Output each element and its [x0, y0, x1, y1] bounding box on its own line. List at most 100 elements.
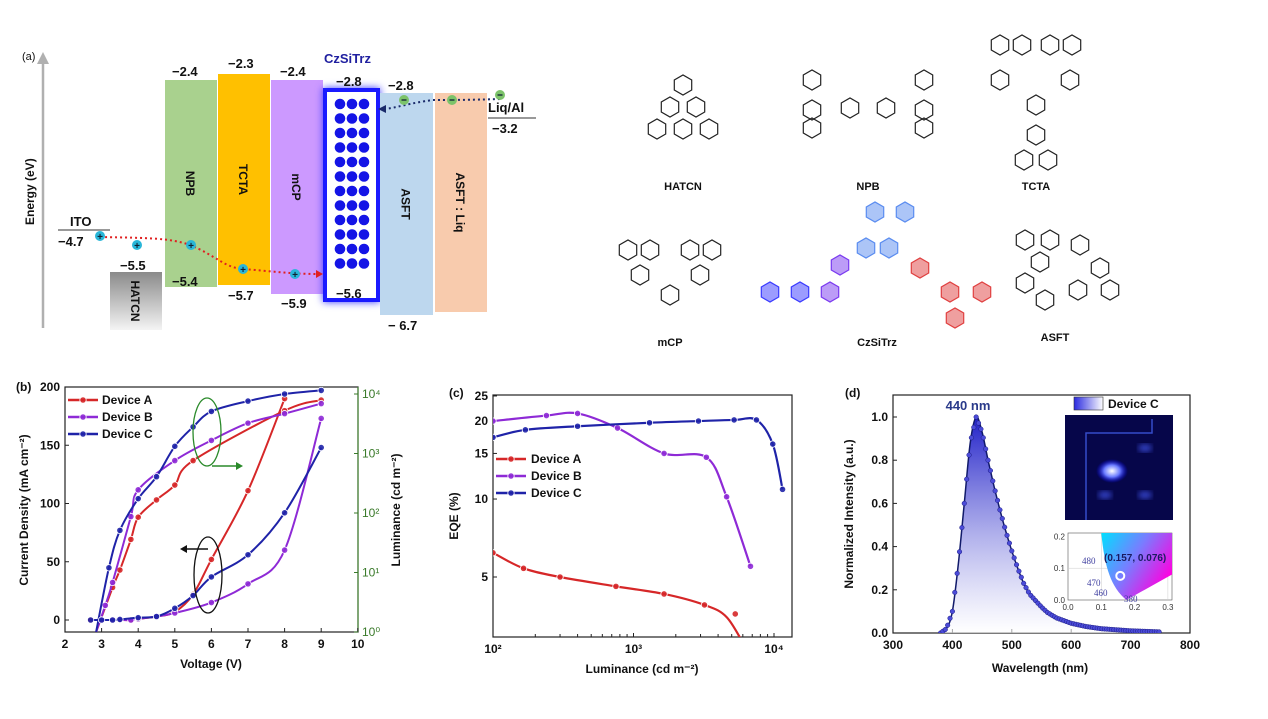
luminance-indicator-ellipse — [192, 397, 222, 467]
benzene-ring-icon — [830, 254, 850, 276]
x-tick-label: 300 — [883, 638, 903, 652]
lumo-level: −2.3 — [228, 56, 254, 71]
cathode-name: Liq/Al — [488, 100, 524, 115]
data-point — [317, 414, 325, 423]
data-point — [968, 435, 974, 441]
y-tick-label: 100 — [40, 497, 60, 511]
emitter-molecule-dot — [358, 229, 370, 240]
data-point — [207, 407, 215, 415]
data-point — [1014, 562, 1020, 568]
x-tick-label: 3 — [98, 637, 105, 651]
data-point — [127, 535, 135, 544]
arrow-left-icon — [378, 105, 386, 113]
data-point — [694, 417, 703, 425]
legend-label: Device A — [531, 452, 582, 466]
y2-tick-label: 10⁴ — [362, 387, 381, 401]
y-tick-label: 10 — [475, 492, 489, 506]
y-tick-label: 0.6 — [871, 496, 888, 510]
x-tick-label: 9 — [318, 637, 325, 651]
data-point — [171, 456, 179, 465]
y-axis-label: Normalized Intensity (a.u.) — [842, 439, 856, 588]
x-tick-label: 400 — [942, 638, 962, 652]
homo-level: −5.5 — [120, 258, 146, 273]
emitter-molecule-dot — [358, 98, 370, 110]
data-point — [207, 555, 215, 564]
data-point — [189, 456, 197, 465]
y-tick-label: 0 — [53, 613, 60, 627]
benzene-ring-icon — [990, 69, 1010, 91]
plus-sign: + — [240, 265, 246, 276]
benzene-ring-icon — [840, 97, 860, 119]
data-point — [999, 515, 1005, 522]
x-tick-label: 6 — [208, 637, 215, 651]
cie-inset: (0.157, 0.076) 0.0 0.1 0.2 0.3 0.0 0.1 0.2 480 47… — [1054, 532, 1174, 612]
data-point — [746, 562, 755, 570]
cie-wavelength-label: 380 — [1124, 594, 1138, 604]
legend-label: Device C — [1108, 397, 1159, 411]
data-point — [1023, 585, 1029, 591]
layer-1 — [165, 80, 217, 287]
benzene-ring-icon — [914, 117, 934, 139]
plot-area — [493, 409, 787, 637]
molecular-structures: HATCN NPB TCTA mCP CzSiTrz ASFT — [618, 34, 1120, 349]
data-point — [134, 614, 142, 622]
data-point — [244, 551, 252, 559]
data-point — [1016, 568, 1022, 574]
emitter-molecule-dot — [334, 171, 346, 182]
y-tick-label: 0.8 — [871, 453, 888, 467]
layer-5 — [380, 93, 433, 315]
emitter-molecule-dot — [346, 214, 358, 226]
x-tick-label: 10 — [351, 637, 365, 651]
plot-area — [937, 414, 1162, 633]
luminance-line-1 — [95, 402, 322, 632]
data-point — [956, 549, 963, 555]
x-tick-label: 7 — [245, 637, 252, 651]
benzene-ring-icon — [865, 201, 885, 223]
plus-sign: + — [134, 241, 140, 252]
data-point — [1025, 589, 1031, 595]
data-point — [493, 417, 497, 425]
emitter-molecule-dot — [346, 258, 358, 269]
emitter-molecule-dot — [358, 258, 370, 269]
data-point — [952, 589, 958, 595]
benzene-ring-icon — [680, 239, 700, 261]
emitter-title: CzSiTrz — [324, 51, 371, 66]
layer-hatcn — [110, 272, 162, 330]
hole-icon — [95, 231, 105, 241]
y-tick-label: 50 — [47, 555, 61, 569]
cie-x-tick: 0.1 — [1096, 603, 1108, 612]
molecule-label: TCTA — [1022, 181, 1051, 193]
x-tick-label: 10² — [484, 642, 501, 656]
data-point — [207, 573, 215, 581]
benzene-ring-icon — [802, 69, 822, 91]
legend-label: Device B — [531, 469, 582, 483]
data-point — [959, 525, 965, 531]
emitter-molecule-dot — [334, 185, 346, 197]
x-tick-label: 8 — [281, 637, 288, 651]
data-point — [542, 411, 551, 420]
benzene-ring-icon — [690, 264, 710, 286]
data-point — [171, 604, 179, 612]
data-point — [556, 573, 564, 581]
data-point — [79, 396, 87, 404]
data-point — [769, 440, 777, 448]
y-tick-label: 0.0 — [871, 626, 888, 640]
emitter-molecule-dot — [334, 127, 346, 139]
data-point — [1004, 532, 1010, 538]
emitter-molecule-dot — [334, 156, 346, 168]
layer-name: ASFT : Liq — [453, 173, 467, 233]
benzene-ring-icon — [1070, 234, 1090, 256]
layer-6 — [435, 93, 487, 312]
x-axis-label: Luminance (cd m⁻²) — [585, 662, 698, 676]
emitter-molecule-dot — [346, 171, 358, 182]
cie-x-tick: 0.2 — [1129, 603, 1141, 612]
benzene-ring-icon — [972, 281, 992, 303]
emitter-molecule-dot — [334, 200, 346, 211]
lumo-level: −2.4 — [172, 64, 198, 79]
plus-sign: + — [188, 241, 194, 252]
emitter-molecule-dot — [358, 156, 370, 168]
legend-label: Device A — [102, 393, 153, 407]
cie-point — [1115, 570, 1126, 581]
spectrum-fill — [940, 416, 1161, 633]
benzene-ring-icon — [1060, 69, 1080, 91]
